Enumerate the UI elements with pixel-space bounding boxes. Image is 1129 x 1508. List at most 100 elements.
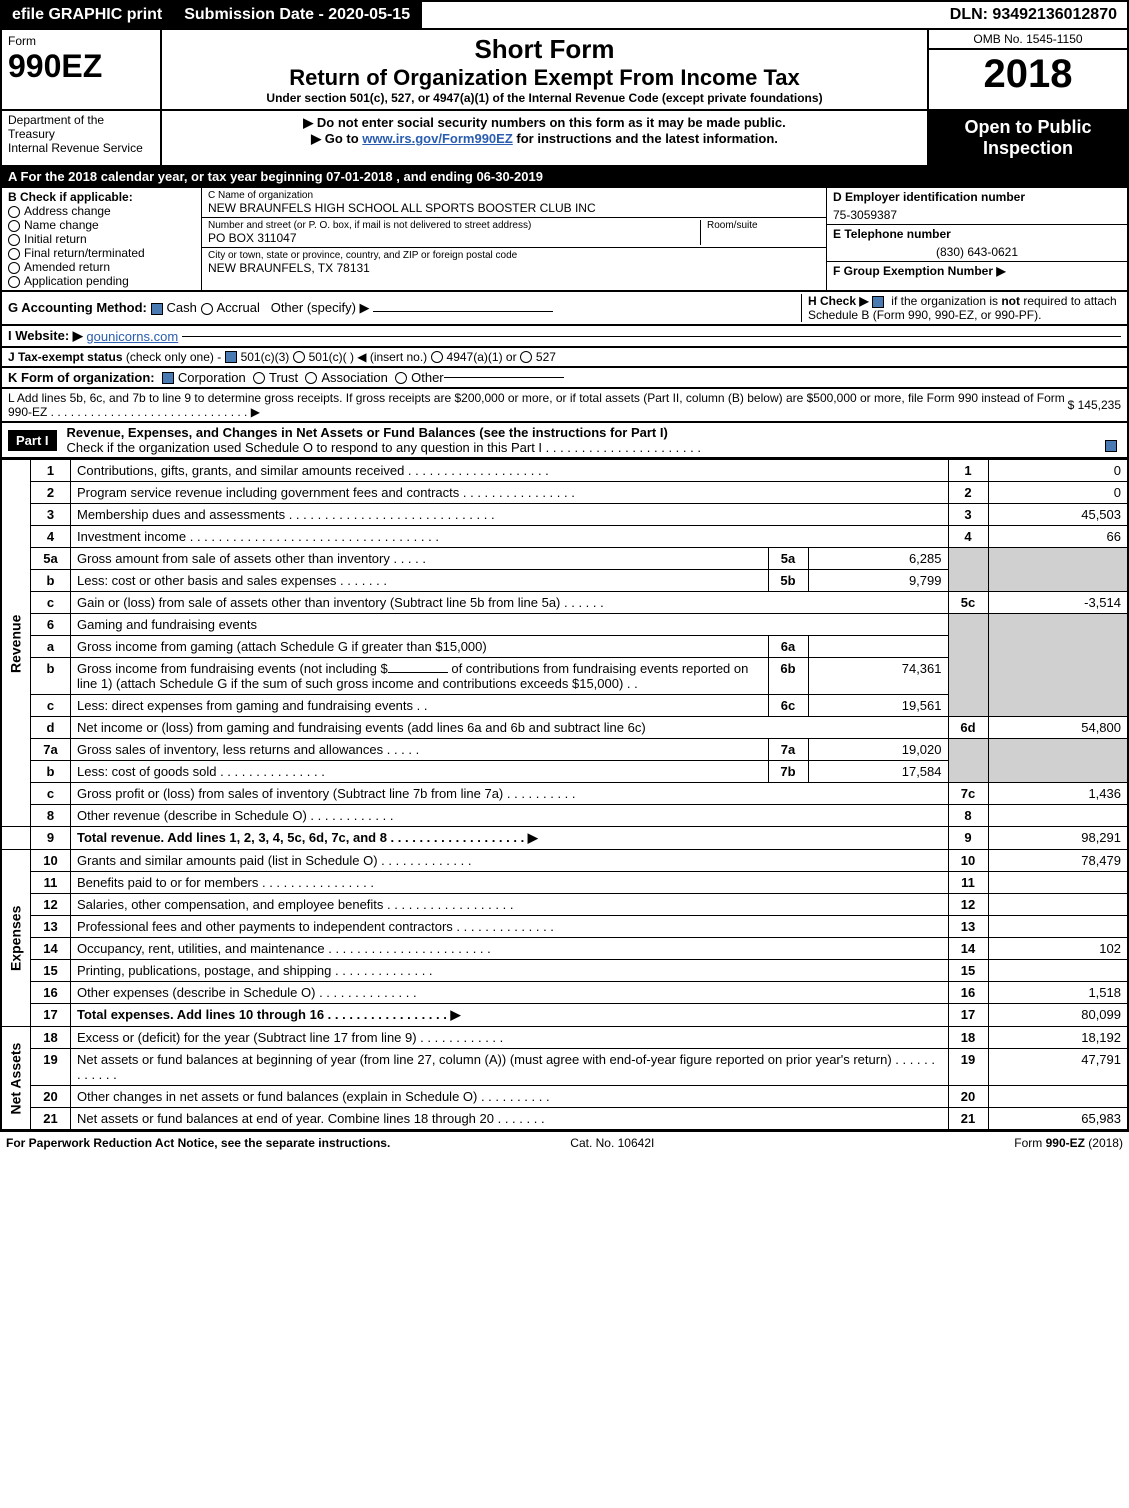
form-label: Form <box>8 34 154 48</box>
line-5c-text: Gain or (loss) from sale of assets other… <box>71 592 949 614</box>
a-mid: , and ending <box>396 169 476 184</box>
row-19: 19Net assets or fund balances at beginni… <box>1 1049 1128 1086</box>
phone: (830) 643-0621 <box>827 243 1127 261</box>
j-note: (check only one) - <box>126 350 221 364</box>
row-7c: cGross profit or (loss) from sales of in… <box>1 783 1128 805</box>
part-i-label: Part I <box>8 430 57 451</box>
row-12: 12Salaries, other compensation, and empl… <box>1 894 1128 916</box>
line-15-val <box>988 960 1128 982</box>
corp: Corporation <box>178 370 246 385</box>
line-7b-val: 17,584 <box>808 761 948 783</box>
expenses-side-label: Expenses <box>1 850 31 1027</box>
assoc: Association <box>321 370 387 385</box>
row-16: 16Other expenses (describe in Schedule O… <box>1 982 1128 1004</box>
name-change-radio[interactable] <box>8 220 20 232</box>
a-end: 06-30-2019 <box>476 169 543 184</box>
app-pending-radio[interactable] <box>8 276 20 288</box>
l-text: L Add lines 5b, 6c, and 7b to line 9 to … <box>8 391 1068 419</box>
k-other-input[interactable] <box>444 377 564 378</box>
trust-radio[interactable] <box>253 372 265 384</box>
d-label: D Employer identification number <box>827 188 1127 206</box>
line-a: A For the 2018 calendar year, or tax yea… <box>0 167 1129 188</box>
527-radio[interactable] <box>520 351 532 363</box>
row-5a: 5aGross amount from sale of assets other… <box>1 548 1128 570</box>
line-1-text: Contributions, gifts, grants, and simila… <box>71 460 949 482</box>
501c-radio[interactable] <box>293 351 305 363</box>
f-label: F Group Exemption Number ▶ <box>827 261 1127 280</box>
other-radio[interactable] <box>395 372 407 384</box>
warn2-pre: ▶ Go to <box>311 131 362 146</box>
row-4: 4Investment income . . . . . . . . . . .… <box>1 526 1128 548</box>
line-7b-text: Less: cost of goods sold . . . . . . . .… <box>71 761 769 783</box>
website-link[interactable]: gounicorns.com <box>86 329 178 344</box>
line-12-val <box>988 894 1128 916</box>
k-label: K Form of organization: <box>8 370 155 385</box>
dept-treasury: Department of theTreasuryInternal Revenu… <box>2 111 162 165</box>
initial-return-radio[interactable] <box>8 234 20 246</box>
501c3-checkbox[interactable] <box>225 351 237 363</box>
line-21-val: 65,983 <box>988 1108 1128 1131</box>
line-g-h: G Accounting Method: Cash Accrual Other … <box>0 292 1129 326</box>
amended-radio[interactable] <box>8 262 20 274</box>
form-header: Form 990EZ Short Form Return of Organiza… <box>0 30 1129 111</box>
accrual-radio[interactable] <box>201 303 213 315</box>
column-d: D Employer identification number 75-3059… <box>827 188 1127 290</box>
line-5b-box: 5b <box>768 570 808 592</box>
irs-link[interactable]: www.irs.gov/Form990EZ <box>362 131 513 146</box>
part-i-check: Check if the organization used Schedule … <box>67 440 1121 455</box>
cash-checkbox[interactable] <box>151 303 163 315</box>
assoc-radio[interactable] <box>305 372 317 384</box>
line-17-val: 80,099 <box>988 1004 1128 1027</box>
amended: Amended return <box>24 260 110 274</box>
line-4-val: 66 <box>988 526 1128 548</box>
line-6b-text: Gross income from fundraising events (no… <box>71 658 769 695</box>
row-5c: cGain or (loss) from sale of assets othe… <box>1 592 1128 614</box>
row-20: 20Other changes in net assets or fund ba… <box>1 1086 1128 1108</box>
corp-checkbox[interactable] <box>162 372 174 384</box>
row-11: 11Benefits paid to or for members . . . … <box>1 872 1128 894</box>
street-label: Number and street (or P. O. box, if mail… <box>208 220 700 231</box>
e-label: E Telephone number <box>827 224 1127 243</box>
addr-change: Address change <box>24 204 111 218</box>
final-return-radio[interactable] <box>8 248 20 260</box>
row-15: 15Printing, publications, postage, and s… <box>1 960 1128 982</box>
k-other: Other <box>411 370 444 385</box>
line-7c-val: 1,436 <box>988 783 1128 805</box>
h-label: H Check ▶ <box>808 294 869 308</box>
i-label: I Website: ▶ <box>8 328 83 344</box>
efile-print-button[interactable]: efile GRAPHIC print <box>2 2 174 28</box>
501c: 501(c)( ) ◀ (insert no.) <box>309 350 428 364</box>
row-21: 21Net assets or fund balances at end of … <box>1 1108 1128 1131</box>
name-change: Name change <box>24 218 99 232</box>
column-b: B Check if applicable: Address change Na… <box>2 188 202 290</box>
line-7a-box: 7a <box>768 739 808 761</box>
other-input[interactable] <box>373 311 553 312</box>
short-form-title: Short Form <box>168 34 921 65</box>
line-2-text: Program service revenue including govern… <box>71 482 949 504</box>
initial-return: Initial return <box>24 232 87 246</box>
line-5a-text: Gross amount from sale of assets other t… <box>71 548 769 570</box>
line-6a-box: 6a <box>768 636 808 658</box>
info-grid: B Check if applicable: Address change Na… <box>0 188 1129 292</box>
4947-radio[interactable] <box>431 351 443 363</box>
part-i-check-text: Check if the organization used Schedule … <box>67 440 701 455</box>
addr-change-radio[interactable] <box>8 206 20 218</box>
footer-right: Form 990-EZ (2018) <box>1014 1136 1123 1150</box>
revenue-side-label: Revenue <box>1 460 31 827</box>
line-14-val: 102 <box>988 938 1128 960</box>
line-9-text: Total revenue. Add lines 1, 2, 3, 4, 5c,… <box>71 827 949 850</box>
line-2-val: 0 <box>988 482 1128 504</box>
line-k: K Form of organization: Corporation Trus… <box>0 368 1129 389</box>
org-name: NEW BRAUNFELS HIGH SCHOOL ALL SPORTS BOO… <box>208 201 820 215</box>
line-5c-val: -3,514 <box>988 592 1128 614</box>
line-5a-box: 5a <box>768 548 808 570</box>
dln: DLN: 93492136012870 <box>940 2 1127 28</box>
part-i-title: Revenue, Expenses, and Changes in Net As… <box>67 425 1121 440</box>
4947: 4947(a)(1) or <box>447 350 517 364</box>
row-18: Net Assets 18Excess or (deficit) for the… <box>1 1027 1128 1049</box>
header-row-2: Department of theTreasuryInternal Revenu… <box>0 111 1129 167</box>
schedule-o-checkbox[interactable] <box>1105 440 1117 452</box>
line-5a-val: 6,285 <box>808 548 948 570</box>
h-checkbox[interactable] <box>872 296 884 308</box>
form-number: 990EZ <box>8 48 154 85</box>
